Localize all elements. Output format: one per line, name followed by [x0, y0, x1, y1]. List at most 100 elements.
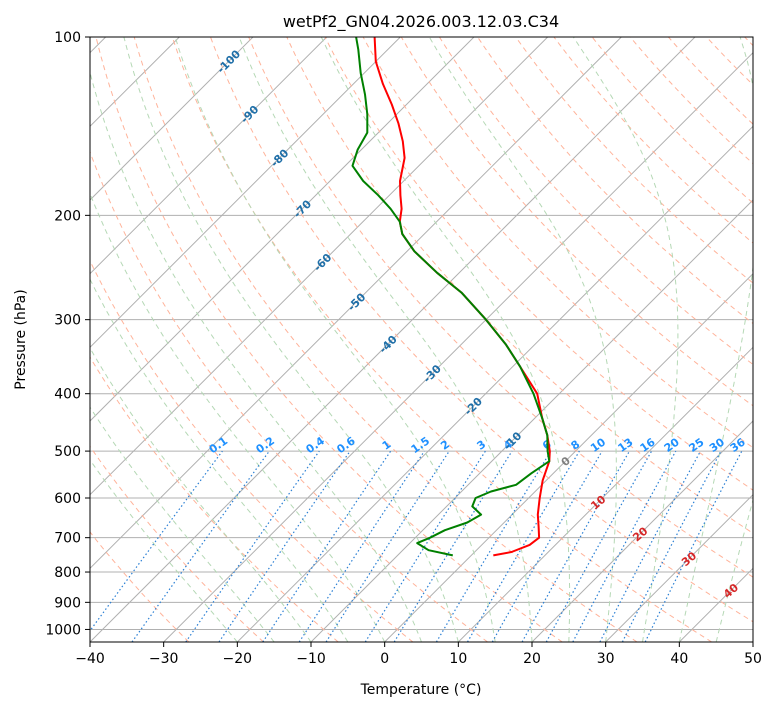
y-tick-label: 800 — [54, 565, 81, 581]
x-tick-label: 30 — [597, 651, 615, 667]
x-tick-label: 50 — [744, 651, 762, 667]
moist-adiabat-line — [90, 406, 275, 642]
x-tick-label: 10 — [449, 651, 467, 667]
mixing-ratio-line — [491, 450, 603, 642]
y-tick-label: 200 — [54, 208, 81, 224]
dry-adiabat-line — [90, 445, 264, 642]
dry-adiabat-line — [133, 37, 638, 642]
dry-adiabat-line — [90, 356, 339, 642]
mixing-ratio-line — [521, 450, 631, 642]
dry-adiabat-label: -90 — [238, 103, 261, 126]
isotherm-line — [752, 641, 753, 642]
dry-adiabat-label: -60 — [311, 251, 334, 274]
mixing-ratio-label: 0.6 — [334, 434, 358, 456]
plot-area: 0.1 0.2 0.4 0.6 1 1.5 2 3 4 6 8 10 13 16 20 25 30 36-100-… — [90, 37, 753, 642]
mixing-ratio-line — [435, 450, 552, 642]
moist-adiabat-line — [90, 278, 349, 642]
mixing-ratio-label: 0.4 — [304, 434, 328, 456]
isotherm-line — [90, 37, 475, 422]
x-tick-label: −10 — [296, 651, 326, 667]
mixing-ratio-label: 13 — [615, 436, 635, 455]
y-tick-label: 500 — [54, 444, 81, 460]
dry-adiabat-line — [668, 37, 753, 125]
dewpoint-profile-line — [351, 37, 551, 557]
dry-adiabat-line — [591, 37, 753, 204]
isotherm-line — [678, 567, 753, 642]
moist-adiabat-line — [320, 37, 571, 642]
x-tick-label: −20 — [223, 651, 253, 667]
isotherm-line — [236, 125, 753, 642]
dry-adiabat-line — [248, 37, 753, 578]
isobar-gridlines — [90, 37, 753, 630]
mixing-ratio-label: 16 — [638, 435, 658, 455]
isotherm-line — [90, 37, 401, 349]
moist-adiabat-line — [428, 37, 617, 642]
mixing-ratio-label: 8 — [569, 438, 583, 453]
x-tick-label: 40 — [670, 651, 688, 667]
dry-adiabat-line — [400, 37, 753, 407]
mixing-ratio-line — [185, 450, 320, 642]
dry-adiabat-line — [95, 37, 563, 642]
mixing-ratio-line — [545, 450, 653, 642]
y-axis: 100 200 300 400 500 600 700 800 900 1000 — [45, 30, 90, 638]
dry-adiabat-line — [362, 37, 753, 449]
y-tick-label: 600 — [54, 491, 81, 507]
dry-adiabat-label: -100 — [215, 47, 244, 76]
mixing-ratio-line — [90, 450, 223, 632]
isotherm-line — [310, 199, 753, 642]
isotherm-line — [531, 420, 753, 642]
mixing-ratio-label: 0.2 — [254, 434, 277, 456]
x-tick-label: −30 — [149, 651, 179, 667]
mixing-ratio-line — [572, 450, 677, 642]
moist-adiabat-line — [90, 459, 238, 642]
dry-adiabat-line — [706, 37, 753, 86]
dry-adiabat-line — [438, 37, 753, 366]
mixing-ratio-line — [298, 450, 425, 642]
y-axis-title: Pressure (hPa) — [13, 289, 29, 389]
moist-adiabat-line — [174, 37, 496, 642]
isotherm-line — [384, 272, 753, 642]
isotherm-line — [90, 37, 254, 201]
y-tick-label: 100 — [54, 30, 81, 46]
dry-adiabat-line — [286, 37, 753, 534]
x-tick-label: 20 — [523, 651, 541, 667]
x-tick-label: −40 — [75, 651, 105, 667]
y-tick-label: 400 — [54, 387, 81, 403]
mixing-ratio-label: 0.1 — [207, 434, 230, 456]
dry-adiabat-line — [744, 37, 753, 47]
chart-title: wetPf2_GN04.2026.003.12.03.C34 — [283, 12, 559, 32]
dry-adiabat-line — [90, 531, 190, 642]
mixing-ratio-label: 30 — [707, 435, 727, 455]
dry-adiabat-label: -70 — [291, 197, 314, 220]
dry-adiabat-line — [324, 37, 753, 491]
y-tick-label: 900 — [54, 595, 81, 611]
mixing-ratio-label: 1 — [380, 438, 394, 453]
isotherm-lines — [90, 37, 753, 642]
x-axis-title: Temperature (°C) — [360, 682, 482, 698]
mixing-ratio-label: 1.5 — [409, 434, 432, 456]
mixing-ratio-label: 20 — [662, 435, 682, 455]
sounding-profiles — [351, 37, 551, 557]
mixing-ratio-line — [364, 450, 486, 642]
moist-adiabat-line — [90, 347, 312, 642]
moist-adiabat-line — [123, 37, 459, 642]
moist-adiabat-line — [715, 497, 753, 642]
mixing-ratio-line — [393, 450, 513, 642]
dry-adiabat-line — [210, 37, 753, 623]
plot-frame — [89, 36, 754, 643]
x-axis: −40 −30 −20 −10 0 10 20 30 40 50 — [75, 642, 762, 667]
dry-adiabat-lines — [90, 37, 753, 642]
mixing-ratio-line — [325, 450, 450, 642]
isotherm-line — [90, 37, 622, 570]
isotherm-line — [605, 493, 753, 642]
y-tick-label: 700 — [54, 531, 81, 547]
mixing-ratio-line — [466, 450, 580, 642]
moist-adiabat-line — [572, 37, 679, 642]
isotherm-line — [457, 346, 753, 642]
mixing-ratio-line — [218, 450, 351, 642]
mixing-ratio-label: 10 — [588, 435, 608, 455]
dry-adiabat-line — [90, 259, 414, 642]
y-tick-label: 300 — [54, 313, 81, 329]
isotherm-line — [163, 51, 753, 642]
mixing-ratio-line — [131, 450, 270, 642]
